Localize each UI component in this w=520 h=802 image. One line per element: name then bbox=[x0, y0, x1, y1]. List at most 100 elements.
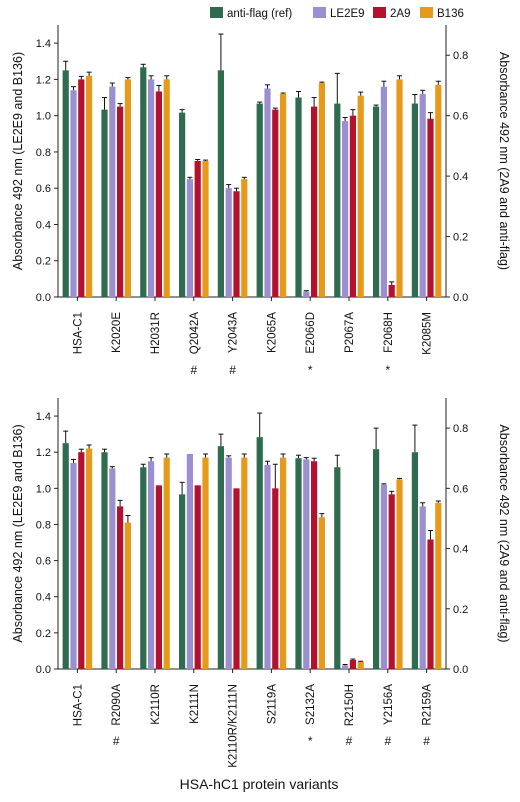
left-tick-label: 0.0 bbox=[36, 664, 51, 676]
left-tick-label: 1.0 bbox=[36, 111, 51, 123]
right-tick-label: 0.0 bbox=[453, 292, 468, 304]
left-tick-label: 1.4 bbox=[36, 411, 51, 423]
bar bbox=[272, 488, 279, 669]
category-label: K2110R/K2111N bbox=[228, 684, 240, 768]
right-tick-label: 0.8 bbox=[453, 50, 468, 62]
bar bbox=[109, 86, 116, 297]
bar bbox=[186, 179, 193, 297]
bar bbox=[78, 79, 85, 298]
bar bbox=[194, 485, 201, 669]
significance-mark: # bbox=[384, 734, 391, 748]
category-label: HSA-C1 bbox=[72, 312, 84, 354]
bar bbox=[311, 461, 318, 669]
bar bbox=[295, 97, 302, 298]
bar bbox=[264, 464, 271, 669]
significance-mark: * bbox=[385, 363, 390, 377]
category-label: K2085M bbox=[422, 312, 434, 355]
bar bbox=[427, 118, 434, 297]
legend-swatch bbox=[420, 7, 433, 18]
bar bbox=[419, 506, 426, 669]
significance-mark: * bbox=[308, 734, 313, 748]
legend-swatch bbox=[210, 7, 223, 18]
category-label: R2150H bbox=[344, 684, 356, 726]
bar bbox=[349, 115, 356, 298]
right-tick-label: 0.6 bbox=[453, 483, 468, 495]
bar bbox=[311, 106, 318, 297]
bar bbox=[109, 468, 116, 669]
left-tick-label: 0.4 bbox=[36, 219, 51, 231]
significance-mark: # bbox=[113, 734, 120, 748]
bar bbox=[411, 452, 418, 669]
bar bbox=[62, 443, 69, 669]
bar bbox=[140, 467, 147, 669]
left-tick-label: 0.6 bbox=[36, 183, 51, 195]
category-label: Y2156A bbox=[383, 684, 395, 725]
bar bbox=[303, 459, 310, 669]
bar bbox=[101, 109, 108, 297]
right-tick-label: 0.0 bbox=[453, 664, 468, 676]
significance-mark: # bbox=[229, 363, 236, 377]
category-label: E2066D bbox=[305, 312, 317, 354]
bar bbox=[186, 454, 193, 669]
bar bbox=[233, 488, 240, 669]
category-label: K2110R bbox=[150, 684, 162, 725]
category-label: HSA-C1 bbox=[72, 684, 84, 726]
bar bbox=[148, 79, 155, 298]
left-tick-label: 1.2 bbox=[36, 74, 51, 86]
bar bbox=[411, 103, 418, 297]
chart-panel-top: 0.0 0.2 0.4 0.6 0.8 1.0 1.2 1.4 0.0 0.2 0.4 0.6 0.8 A… bbox=[11, 25, 511, 377]
left-tick-label: 0.8 bbox=[36, 519, 51, 531]
bar bbox=[179, 494, 186, 669]
right-tick-label: 0.2 bbox=[453, 604, 468, 616]
bar bbox=[357, 661, 364, 669]
bar bbox=[427, 539, 434, 669]
legend-label: 2A9 bbox=[390, 8, 410, 20]
bar bbox=[373, 106, 380, 297]
significance-mark: # bbox=[190, 363, 197, 377]
legend-swatch bbox=[313, 7, 326, 18]
left-axis-title: Absorbance 492 nm (LE2E9 and B136) bbox=[11, 52, 25, 270]
right-tick-label: 0.2 bbox=[453, 232, 468, 244]
bar bbox=[148, 461, 155, 669]
category-label: P2067A bbox=[344, 312, 356, 353]
bar bbox=[357, 95, 364, 297]
legend: anti-flag (ref) LE2E9 2A9 B136 bbox=[210, 7, 464, 20]
bar bbox=[342, 665, 349, 669]
bar bbox=[225, 457, 232, 669]
left-axis-title: Absorbance 492 nm (LE2E9 and B136) bbox=[11, 424, 25, 642]
bar bbox=[202, 161, 209, 297]
bar bbox=[373, 449, 380, 669]
left-tick-label: 0.2 bbox=[36, 628, 51, 640]
bar bbox=[155, 91, 162, 297]
left-tick-label: 1.2 bbox=[36, 447, 51, 459]
bar bbox=[202, 457, 209, 669]
bar bbox=[256, 103, 263, 297]
bar bbox=[419, 93, 426, 297]
bar bbox=[435, 84, 442, 297]
bar bbox=[241, 457, 248, 669]
left-tick-label: 1.4 bbox=[36, 38, 51, 50]
right-axis-title: Absorbance 492 nm (2A9 and anti-flag) bbox=[497, 52, 511, 270]
chart-panel-bottom: 0.0 0.2 0.4 0.6 0.8 1.0 1.2 1.4 0.0 0.2 0.4 0.6 0.8 A… bbox=[11, 398, 511, 768]
bar bbox=[70, 463, 77, 669]
bar bbox=[86, 448, 93, 669]
category-label: S2132A bbox=[305, 684, 317, 725]
bar bbox=[163, 79, 170, 298]
bar bbox=[140, 67, 147, 297]
bar bbox=[342, 121, 349, 298]
bar bbox=[124, 79, 131, 298]
bar bbox=[303, 291, 310, 297]
right-tick-label: 0.4 bbox=[453, 171, 468, 183]
left-tick-label: 1.0 bbox=[36, 483, 51, 495]
bar bbox=[349, 659, 356, 669]
bar bbox=[101, 452, 108, 669]
category-label: Y2043A bbox=[228, 312, 240, 353]
category-label: R2090A bbox=[111, 684, 123, 726]
bar bbox=[380, 484, 387, 669]
bar bbox=[280, 93, 287, 297]
bar bbox=[295, 458, 302, 669]
bar bbox=[388, 494, 395, 669]
category-label: R2159A bbox=[422, 684, 434, 726]
category-label: K2065A bbox=[266, 312, 278, 353]
